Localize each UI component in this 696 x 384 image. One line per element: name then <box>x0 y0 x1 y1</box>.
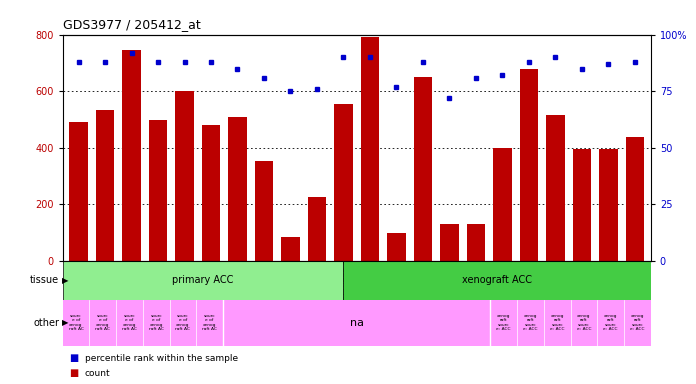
Bar <box>599 149 617 261</box>
Text: xenog
raft
sourc
e: ACC: xenog raft sourc e: ACC <box>496 314 511 331</box>
Text: xenog
raft
sourc
e: ACC: xenog raft sourc e: ACC <box>577 314 591 331</box>
Bar <box>466 224 485 261</box>
Bar <box>440 224 459 261</box>
Bar <box>149 119 167 261</box>
Text: ▶: ▶ <box>62 276 68 285</box>
Bar <box>175 91 193 261</box>
Text: xenograft ACC: xenograft ACC <box>462 275 532 285</box>
Text: sourc
e of
xenog
raft AC: sourc e of xenog raft AC <box>149 314 164 331</box>
Text: percentile rank within the sample: percentile rank within the sample <box>85 354 238 363</box>
Bar <box>255 161 274 261</box>
Text: xenog
raft
sourc
e: ACC: xenog raft sourc e: ACC <box>603 314 618 331</box>
Bar <box>343 261 651 300</box>
Text: ■: ■ <box>70 368 79 378</box>
Bar <box>70 122 88 261</box>
Bar <box>626 137 644 261</box>
Text: sourc
e of
xenog
raft AC: sourc e of xenog raft AC <box>69 314 84 331</box>
Text: xenog
raft
sourc
e: ACC: xenog raft sourc e: ACC <box>523 314 538 331</box>
Text: na: na <box>349 318 364 328</box>
Bar <box>387 233 406 261</box>
Text: count: count <box>85 369 111 378</box>
Bar <box>96 109 114 261</box>
Text: primary ACC: primary ACC <box>173 275 234 285</box>
Bar <box>573 149 591 261</box>
Text: other: other <box>33 318 59 328</box>
Text: ■: ■ <box>70 353 79 363</box>
Bar <box>546 115 564 261</box>
Bar <box>361 37 379 261</box>
Text: tissue: tissue <box>30 275 59 285</box>
Text: sourc
e of
xenog
raft AC: sourc e of xenog raft AC <box>203 314 217 331</box>
Bar <box>493 148 512 261</box>
Text: sourc
e of
xenog
raft AC: sourc e of xenog raft AC <box>175 314 191 331</box>
Bar <box>202 125 220 261</box>
Text: sourc
e of
xenog
raft AC: sourc e of xenog raft AC <box>95 314 110 331</box>
Text: GDS3977 / 205412_at: GDS3977 / 205412_at <box>63 18 200 31</box>
Bar <box>413 77 432 261</box>
Bar <box>520 69 538 261</box>
Text: xenog
raft
sourc
e: ACC: xenog raft sourc e: ACC <box>550 314 564 331</box>
Bar <box>228 117 247 261</box>
Text: ▶: ▶ <box>62 318 68 327</box>
Bar <box>122 50 141 261</box>
Bar <box>308 197 326 261</box>
Bar <box>334 104 353 261</box>
Text: sourc
e of
xenog
raft AC: sourc e of xenog raft AC <box>122 314 137 331</box>
Bar <box>281 237 300 261</box>
Bar <box>63 261 343 300</box>
Text: xenog
raft
sourc
e: ACC: xenog raft sourc e: ACC <box>630 314 644 331</box>
